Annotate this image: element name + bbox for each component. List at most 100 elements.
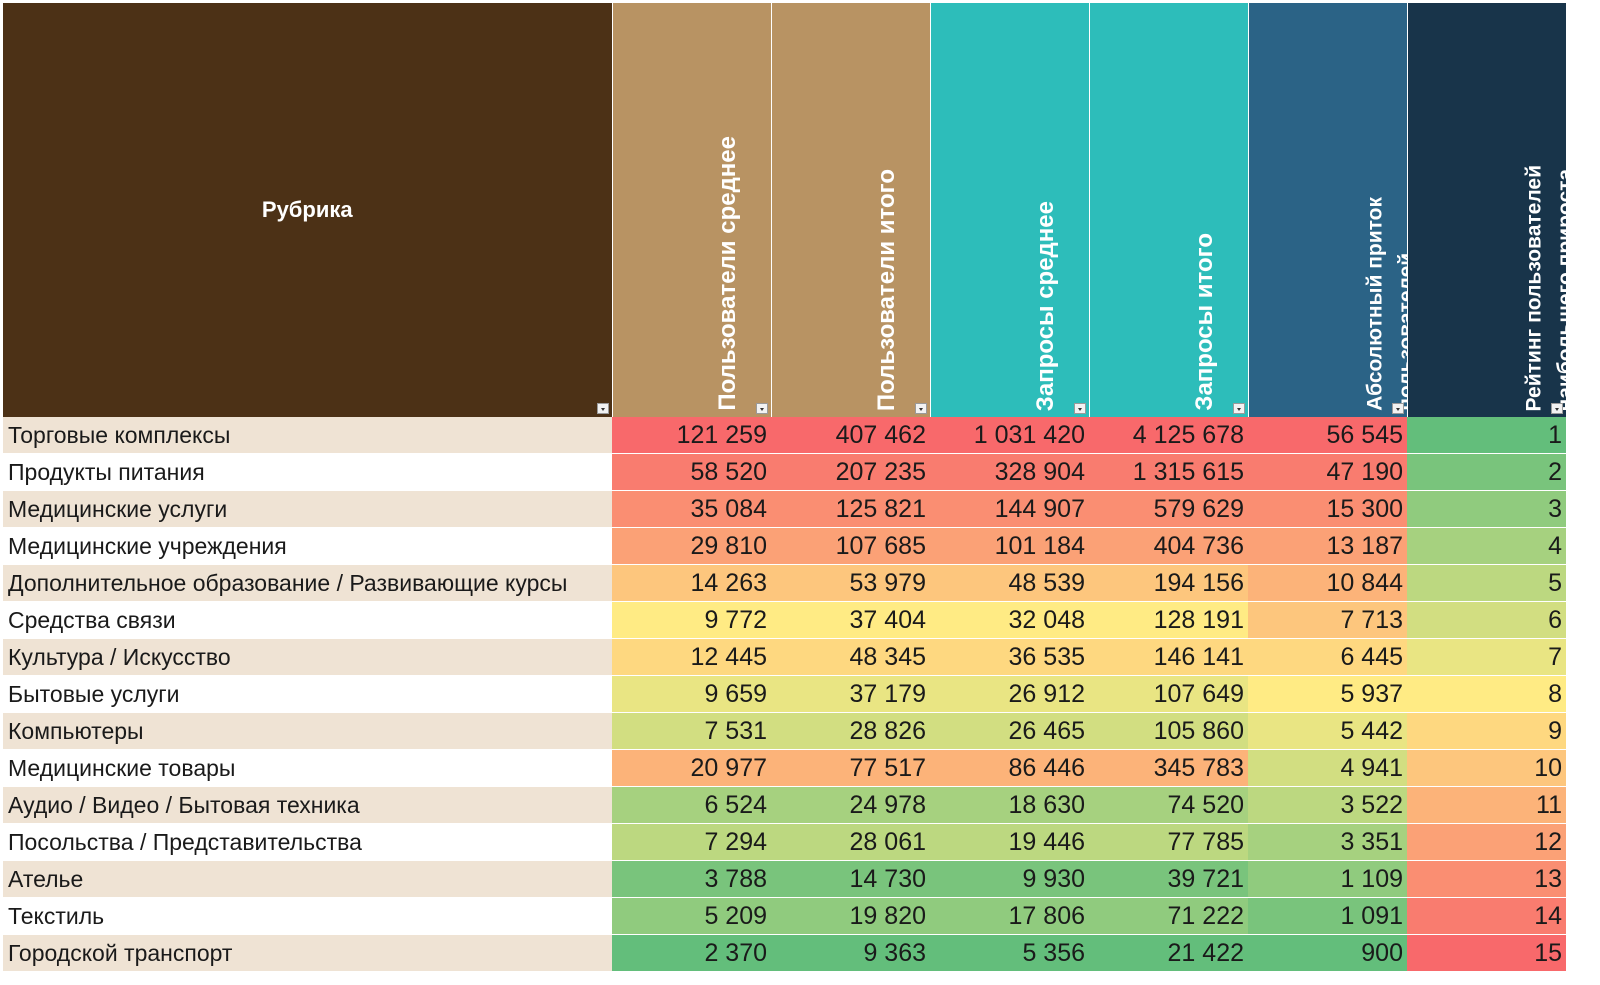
row-label[interactable]: Бытовые услуги — [3, 675, 612, 713]
row-label[interactable]: Средства связи — [3, 601, 612, 639]
table-cell[interactable]: 17 806 — [930, 897, 1089, 935]
filter-dropdown-icon[interactable] — [1391, 403, 1404, 414]
table-cell[interactable]: 28 826 — [771, 712, 930, 750]
table-cell[interactable]: 9 363 — [771, 934, 930, 972]
table-cell[interactable]: 53 979 — [771, 564, 930, 602]
table-cell[interactable]: 36 535 — [930, 638, 1089, 676]
filter-dropdown-icon[interactable] — [755, 403, 768, 414]
table-cell[interactable]: 128 191 — [1089, 601, 1248, 639]
table-cell[interactable]: 900 — [1248, 934, 1407, 972]
filter-dropdown-icon[interactable] — [1232, 403, 1245, 414]
table-cell[interactable]: 8 — [1407, 675, 1566, 713]
table-cell[interactable]: 121 259 — [612, 417, 771, 454]
table-cell[interactable]: 13 187 — [1248, 527, 1407, 565]
table-cell[interactable]: 32 048 — [930, 601, 1089, 639]
table-cell[interactable]: 5 356 — [930, 934, 1089, 972]
table-cell[interactable]: 6 524 — [612, 786, 771, 824]
row-label[interactable]: Продукты питания — [3, 453, 612, 491]
table-cell[interactable]: 37 179 — [771, 675, 930, 713]
table-cell[interactable]: 1 — [1407, 417, 1566, 454]
table-cell[interactable]: 26 912 — [930, 675, 1089, 713]
table-cell[interactable]: 74 520 — [1089, 786, 1248, 824]
table-cell[interactable]: 10 — [1407, 749, 1566, 787]
table-cell[interactable]: 1 109 — [1248, 860, 1407, 898]
table-cell[interactable]: 146 141 — [1089, 638, 1248, 676]
table-cell[interactable]: 24 978 — [771, 786, 930, 824]
table-cell[interactable]: 35 084 — [612, 490, 771, 528]
table-cell[interactable]: 5 442 — [1248, 712, 1407, 750]
table-cell[interactable]: 10 844 — [1248, 564, 1407, 602]
table-cell[interactable]: 7 — [1407, 638, 1566, 676]
table-cell[interactable]: 14 — [1407, 897, 1566, 935]
table-cell[interactable]: 19 446 — [930, 823, 1089, 861]
table-cell[interactable]: 207 235 — [771, 453, 930, 491]
table-cell[interactable]: 47 190 — [1248, 453, 1407, 491]
table-cell[interactable]: 12 — [1407, 823, 1566, 861]
table-cell[interactable]: 77 517 — [771, 749, 930, 787]
table-cell[interactable]: 7 531 — [612, 712, 771, 750]
row-label[interactable]: Посольства / Представительства — [3, 823, 612, 861]
table-cell[interactable]: 107 685 — [771, 527, 930, 565]
row-label[interactable]: Медицинские товары — [3, 749, 612, 787]
table-cell[interactable]: 1 091 — [1248, 897, 1407, 935]
table-cell[interactable]: 20 977 — [612, 749, 771, 787]
table-cell[interactable]: 26 465 — [930, 712, 1089, 750]
table-cell[interactable]: 345 783 — [1089, 749, 1248, 787]
row-label[interactable]: Компьютеры — [3, 712, 612, 750]
table-cell[interactable]: 1 315 615 — [1089, 453, 1248, 491]
table-cell[interactable]: 48 345 — [771, 638, 930, 676]
table-cell[interactable]: 144 907 — [930, 490, 1089, 528]
table-cell[interactable]: 9 — [1407, 712, 1566, 750]
table-cell[interactable]: 3 351 — [1248, 823, 1407, 861]
table-cell[interactable]: 5 209 — [612, 897, 771, 935]
row-label[interactable]: Медицинские учреждения — [3, 527, 612, 565]
table-cell[interactable]: 101 184 — [930, 527, 1089, 565]
table-cell[interactable]: 15 — [1407, 934, 1566, 972]
table-cell[interactable]: 1 031 420 — [930, 417, 1089, 454]
table-cell[interactable]: 2 370 — [612, 934, 771, 972]
table-cell[interactable]: 579 629 — [1089, 490, 1248, 528]
table-cell[interactable]: 37 404 — [771, 601, 930, 639]
table-cell[interactable]: 5 — [1407, 564, 1566, 602]
table-cell[interactable]: 7 713 — [1248, 601, 1407, 639]
table-cell[interactable]: 6 445 — [1248, 638, 1407, 676]
table-cell[interactable]: 125 821 — [771, 490, 930, 528]
table-cell[interactable]: 13 — [1407, 860, 1566, 898]
row-label[interactable]: Культура / Искусство — [3, 638, 612, 676]
table-cell[interactable]: 71 222 — [1089, 897, 1248, 935]
table-cell[interactable]: 4 125 678 — [1089, 417, 1248, 454]
table-cell[interactable]: 5 937 — [1248, 675, 1407, 713]
table-cell[interactable]: 328 904 — [930, 453, 1089, 491]
table-cell[interactable]: 3 — [1407, 490, 1566, 528]
table-cell[interactable]: 58 520 — [612, 453, 771, 491]
table-cell[interactable]: 21 422 — [1089, 934, 1248, 972]
table-cell[interactable]: 404 736 — [1089, 527, 1248, 565]
table-cell[interactable]: 14 730 — [771, 860, 930, 898]
table-cell[interactable]: 407 462 — [771, 417, 930, 454]
row-label[interactable]: Торговые комплексы — [3, 417, 612, 454]
table-cell[interactable]: 3 522 — [1248, 786, 1407, 824]
table-cell[interactable]: 28 061 — [771, 823, 930, 861]
table-cell[interactable]: 6 — [1407, 601, 1566, 639]
table-cell[interactable]: 105 860 — [1089, 712, 1248, 750]
table-cell[interactable]: 107 649 — [1089, 675, 1248, 713]
filter-dropdown-icon[interactable] — [1550, 403, 1563, 414]
table-cell[interactable]: 11 — [1407, 786, 1566, 824]
table-cell[interactable]: 48 539 — [930, 564, 1089, 602]
filter-dropdown-icon[interactable] — [596, 403, 609, 414]
table-cell[interactable]: 3 788 — [612, 860, 771, 898]
filter-dropdown-icon[interactable] — [914, 403, 927, 414]
table-cell[interactable]: 77 785 — [1089, 823, 1248, 861]
filter-dropdown-icon[interactable] — [1073, 403, 1086, 414]
table-cell[interactable]: 39 721 — [1089, 860, 1248, 898]
table-cell[interactable]: 194 156 — [1089, 564, 1248, 602]
table-cell[interactable]: 4 941 — [1248, 749, 1407, 787]
row-label[interactable]: Медицинские услуги — [3, 490, 612, 528]
table-cell[interactable]: 29 810 — [612, 527, 771, 565]
table-cell[interactable]: 9 772 — [612, 601, 771, 639]
table-cell[interactable]: 2 — [1407, 453, 1566, 491]
table-cell[interactable]: 86 446 — [930, 749, 1089, 787]
table-cell[interactable]: 9 930 — [930, 860, 1089, 898]
table-cell[interactable]: 7 294 — [612, 823, 771, 861]
table-cell[interactable]: 56 545 — [1248, 417, 1407, 454]
